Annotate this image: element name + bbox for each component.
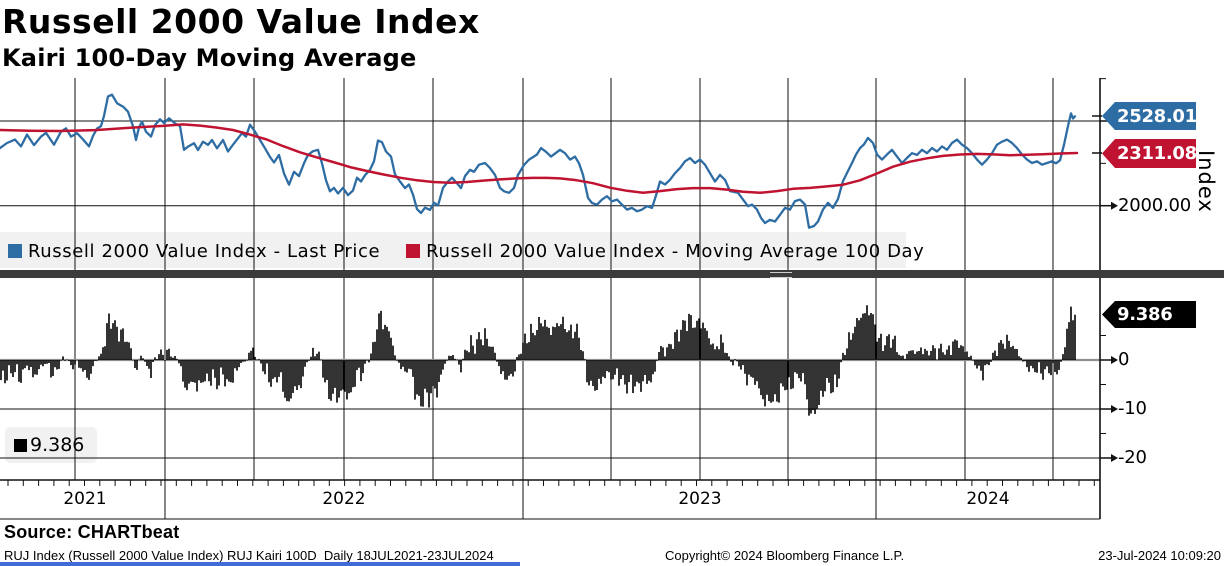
right-axis-title: Index bbox=[1194, 150, 1218, 213]
legend-label-last-price: Russell 2000 Value Index - Last Price bbox=[28, 240, 381, 262]
kairi-swatch-icon bbox=[14, 438, 27, 452]
last-price-swatch-icon bbox=[8, 244, 22, 258]
moving-average-flag: 2311.08 bbox=[1102, 139, 1196, 168]
footer-copyright: Copyright© 2024 Bloomberg Finance L.P. bbox=[665, 548, 905, 563]
legend-item-moving-average[interactable]: Russell 2000 Value Index - Moving Averag… bbox=[406, 241, 924, 262]
source-label: Source: CHARTbeat bbox=[4, 522, 180, 542]
xtick-2022: 2022 bbox=[322, 489, 366, 509]
kairi-legend-chip[interactable]: 9.386 bbox=[5, 427, 97, 463]
page-subtitle: Kairi 100-Day Moving Average bbox=[2, 44, 417, 72]
legend-strip-background bbox=[0, 232, 906, 268]
ytick-0: 0 bbox=[1118, 349, 1130, 370]
splitter-grip-icon bbox=[770, 272, 792, 278]
xtick-2021: 2021 bbox=[63, 489, 107, 509]
xtick-2023: 2023 bbox=[678, 489, 722, 509]
xtick-2024: 2024 bbox=[966, 489, 1010, 509]
footer-ticker-info: RUJ Index (Russell 2000 Value Index) RUJ… bbox=[4, 548, 494, 563]
price-plot-area[interactable] bbox=[0, 78, 1100, 232]
moving-average-swatch-icon bbox=[406, 244, 421, 258]
footer-highlight-bar bbox=[0, 562, 520, 566]
legend-item-last-price[interactable]: Russell 2000 Value Index - Last Price bbox=[8, 241, 380, 262]
ytick-2000: 2000.00 bbox=[1118, 195, 1192, 216]
legend-label-moving-average: Russell 2000 Value Index - Moving Averag… bbox=[426, 240, 925, 262]
page-title: Russell 2000 Value Index bbox=[2, 2, 480, 41]
last-price-flag: 2528.01 bbox=[1102, 102, 1196, 130]
footer-timestamp: 23-Jul-2024 10:09:20 bbox=[1098, 548, 1221, 563]
kairi-plot-area[interactable] bbox=[0, 278, 1100, 480]
ytick-neg10: -10 bbox=[1118, 398, 1147, 419]
kairi-value-flag: 9.386 bbox=[1102, 301, 1196, 328]
ytick-neg20: -20 bbox=[1118, 447, 1147, 468]
kairi-legend-value: 9.386 bbox=[30, 434, 85, 456]
legend: Russell 2000 Value Index - Last Price Ru… bbox=[8, 240, 924, 262]
panel-splitter[interactable] bbox=[0, 270, 1224, 278]
